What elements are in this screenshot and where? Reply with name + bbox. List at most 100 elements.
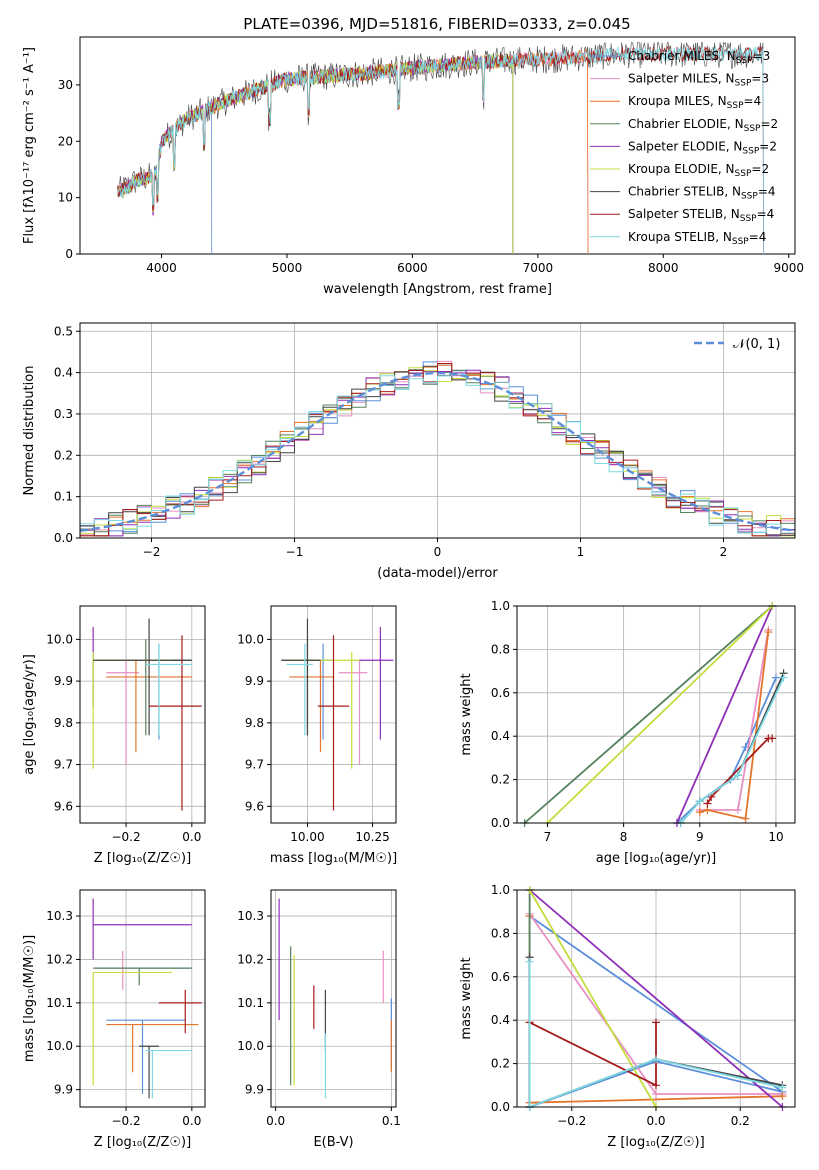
x-tick-label: 0.1 — [382, 1114, 401, 1128]
x-tick-label: 5000 — [272, 261, 303, 275]
y-axis-label: age [log₁₀(age/yr)] — [22, 654, 37, 775]
point-marker — [703, 799, 712, 808]
series-line — [529, 1021, 657, 1087]
axes-frame — [270, 889, 397, 1108]
x-tick-label: 4000 — [146, 261, 177, 275]
x-tick-label: 10.25 — [355, 830, 389, 844]
y-tick-label: 0.4 — [54, 366, 73, 380]
point-marker — [652, 1081, 660, 1090]
y-axis-label: Flux [fλ10⁻¹⁷ erg cm⁻² s⁻¹ A⁻¹] — [22, 47, 37, 244]
axes-frame — [79, 889, 206, 1108]
point-marker — [652, 1089, 660, 1098]
y-tick-label: 0.2 — [54, 448, 73, 462]
mass-weight-vs-age-chart: 7 8 9 10 0.0 0.2 0.4 0.6 0.8 1.0 age [log₁₀(age/yr… — [459, 599, 796, 866]
spectrum-line — [117, 52, 514, 254]
x-tick-label: −0.2 — [557, 1114, 586, 1128]
legend-entry: Salpeter MILES, NSSP=3 — [628, 72, 769, 89]
y-tick-label: 10 — [58, 191, 73, 205]
x-tick-label: 7 — [544, 830, 552, 844]
y-axis-label: mass weight — [459, 957, 474, 1039]
y-tick-label: 10.0 — [46, 632, 73, 646]
y-tick-label: 0.2 — [491, 773, 510, 787]
x-tick-label: 10.00 — [290, 830, 324, 844]
y-tick-label: 9.9 — [54, 674, 73, 688]
legend-entry: Kroupa STELIB, NSSP=4 — [628, 230, 766, 247]
y-tick-label: 9.7 — [245, 758, 264, 772]
y-tick-label: 0.0 — [491, 816, 510, 830]
mass-vs-z-chart: −0.2 0.0 9.9 10.0 10.1 10.2 10.3 Z [log₁₀(Z/Z☉)… — [22, 889, 206, 1150]
axes-frame — [79, 605, 206, 824]
x-tick-label: 6000 — [397, 261, 428, 275]
legend-entry: Chabrier MILES, NSSP=3 — [628, 49, 770, 66]
legend-entry: Chabrier STELIB, NSSP=4 — [628, 185, 776, 202]
y-tick-label: 10.0 — [237, 632, 264, 646]
legend-entry: Kroupa ELODIE, NSSP=2 — [628, 162, 769, 179]
x-tick-label: 9000 — [773, 261, 804, 275]
point-marker — [695, 808, 704, 817]
y-tick-label: 0.8 — [491, 926, 510, 940]
axes-frame — [516, 605, 796, 824]
y-tick-label: 10.2 — [237, 952, 264, 966]
x-tick-label: 0.0 — [182, 830, 201, 844]
x-axis-label: mass [log₁₀(M/M☉)] — [270, 851, 397, 866]
x-tick-label: 7000 — [523, 261, 554, 275]
x-tick-label: 10 — [768, 830, 783, 844]
y-tick-label: 10.1 — [46, 996, 73, 1010]
series-line — [699, 631, 770, 820]
point-marker — [652, 1018, 660, 1027]
y-tick-label: 9.9 — [245, 1083, 264, 1097]
y-tick-label: 1.0 — [491, 883, 510, 897]
point-marker — [771, 673, 780, 682]
histogram-step — [80, 374, 795, 534]
x-axis-label: age [log₁₀(age/yr)] — [596, 851, 717, 866]
y-tick-label: 10.1 — [237, 996, 264, 1010]
legend-entry: Salpeter STELIB, NSSP=4 — [628, 207, 774, 224]
y-tick-label: 0.0 — [491, 1100, 510, 1114]
histogram-chart: 𝒩(0, 1) −2 −1 0 1 2 0.0 0.1 0.2 0.3 0.4 0.5 (data-mo… — [22, 322, 796, 581]
spectrum-legend: Chabrier MILES, NSSP=3 Salpeter MILES, NS… — [590, 49, 778, 247]
x-tick-label: 2 — [720, 545, 728, 559]
y-tick-label: 0.6 — [491, 686, 510, 700]
y-axis-label: mass [log₁₀(M/M☉)] — [22, 935, 37, 1062]
x-axis-label: Z [log₁₀(Z/Z☉)] — [94, 1135, 191, 1150]
spectrum-line — [117, 52, 514, 254]
x-axis-label: E(B-V) — [313, 1135, 353, 1150]
y-tick-label: 0 — [65, 247, 73, 261]
series-line — [529, 915, 783, 1108]
x-tick-label: 1 — [577, 545, 585, 559]
axes-frame — [270, 605, 397, 824]
y-tick-label: 0.4 — [491, 1013, 510, 1027]
x-tick-label: −1 — [286, 545, 304, 559]
mass-vs-ebv-chart: 0.0 0.1 9.9 10.0 10.1 10.2 10.3 E(B-V) — [237, 889, 401, 1150]
y-axis-label: mass weight — [459, 673, 474, 755]
point-marker — [652, 1055, 660, 1064]
y-tick-label: 1.0 — [491, 599, 510, 613]
x-tick-label: 0.0 — [646, 1114, 665, 1128]
spectrum-chart: 4000 5000 6000 7000 8000 9000 0 10 20 30 wavelengt… — [22, 36, 804, 297]
y-axis-label: Normed distribution — [22, 366, 37, 496]
series-line — [546, 605, 773, 824]
figure-title: PLATE=0396, MJD=51816, FIBERID=0333, z=0… — [243, 15, 630, 33]
y-tick-label: 0.1 — [54, 490, 73, 504]
point-marker — [779, 673, 788, 682]
point-marker — [778, 1092, 787, 1101]
point-marker — [778, 1083, 787, 1092]
mass-weight-vs-z-chart: −0.2 0.0 0.2 0.0 0.2 0.4 0.6 0.8 1.0 Z [log₁₀(Z/Z… — [459, 883, 796, 1150]
spectrum-line — [117, 53, 514, 254]
point-marker — [525, 957, 534, 966]
x-tick-label: −0.2 — [111, 1114, 140, 1128]
point-marker — [733, 805, 742, 814]
x-axis-label: (data-model)/error — [377, 566, 498, 581]
y-tick-label: 10.2 — [46, 952, 73, 966]
legend-entry: Salpeter ELODIE, NSSP=2 — [628, 139, 777, 156]
x-tick-label: 9 — [696, 830, 704, 844]
spectrum-line — [117, 45, 764, 255]
point-marker — [764, 628, 773, 637]
y-tick-label: 10.0 — [46, 1039, 73, 1053]
x-axis-label: Z [log₁₀(Z/Z☉)] — [607, 1135, 704, 1150]
x-tick-label: −0.2 — [111, 830, 140, 844]
x-tick-label: −2 — [143, 545, 161, 559]
y-tick-label: 10.0 — [237, 1039, 264, 1053]
y-tick-label: 9.7 — [54, 758, 73, 772]
spectrum-line — [117, 41, 764, 255]
